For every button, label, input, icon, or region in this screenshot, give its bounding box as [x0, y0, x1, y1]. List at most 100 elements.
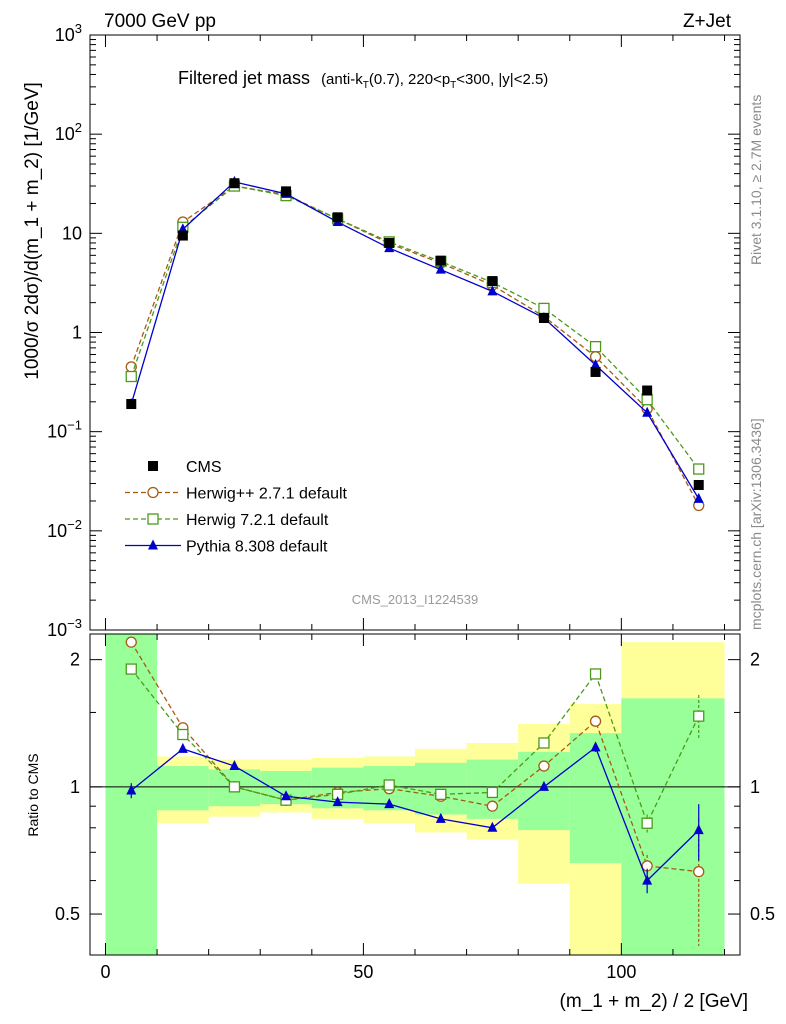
main-series	[125, 175, 705, 512]
main-point	[642, 406, 653, 417]
main-ytick-label: 10−3	[47, 616, 82, 640]
ratio-point	[538, 780, 549, 791]
ratio-point	[177, 742, 188, 753]
main-point	[487, 276, 498, 287]
main-ytick-label: 102	[55, 120, 82, 144]
legend-label: Pythia 8.308 default	[186, 539, 328, 556]
main-ytick-label: 10−2	[47, 517, 82, 541]
ratio-point	[281, 790, 292, 801]
ratio-point	[590, 741, 601, 752]
ratio-line	[130, 641, 699, 873]
ratio-point	[693, 865, 705, 878]
ratio-point	[538, 737, 550, 749]
ratio-stat-band	[621, 698, 725, 955]
ratio-point	[589, 668, 602, 680]
main-line	[130, 181, 700, 500]
ratio-point	[435, 812, 446, 823]
main-point	[693, 492, 704, 503]
xtick-label: 0	[100, 962, 110, 982]
axes: 10−3 10−2 10−1 1 10 102 103 0 50 100 0.5 0.5 1 1 2 2	[47, 21, 775, 982]
ratio-point	[228, 781, 241, 793]
main-point	[384, 237, 395, 248]
plot-title-sub: (anti-kT(0.7), 220<pT<300, |y|<2.5)	[321, 71, 548, 91]
ratio-stat-band	[415, 762, 467, 815]
main-point	[590, 359, 601, 370]
main-point	[435, 263, 446, 274]
legend: CMS Herwig++ 2.7.1 default Herwig 7.2.1 de…	[125, 459, 348, 556]
xtick-label: 100	[606, 962, 636, 982]
mcplots-label: mcplots.cern.ch [arXiv:1306.3436]	[748, 418, 764, 630]
ratio-point	[641, 817, 653, 829]
ratio-point	[332, 796, 343, 807]
plot-title: Filtered jet mass (anti-kT(0.7), 220<pT<…	[178, 68, 548, 91]
legend-marker	[147, 513, 159, 525]
ratio-bands	[90, 634, 740, 955]
main-point	[435, 255, 446, 266]
xlabel: (m_1 + m_2) / 2 [GeV]	[560, 991, 749, 1012]
ratio-point	[486, 786, 499, 799]
energy-label: 7000 GeV pp	[104, 11, 216, 32]
main-point	[487, 285, 498, 296]
ratio-point	[642, 874, 653, 885]
main-point	[693, 479, 704, 490]
ratio-line	[130, 746, 700, 882]
ratio-ytick-label-right: 1	[750, 777, 760, 797]
main-ytick-label: 103	[55, 21, 82, 45]
main-point	[590, 366, 601, 377]
ratio-ytick-label: 0.5	[55, 904, 80, 924]
ratio-point	[693, 824, 704, 835]
ratio-ytick-label-right: 0.5	[750, 904, 775, 924]
main-point	[589, 340, 602, 353]
main-point	[281, 186, 292, 197]
legend-marker	[147, 486, 159, 499]
ratio-point	[538, 760, 550, 772]
xtick-label: 50	[353, 962, 373, 982]
legend-label: Herwig++ 2.7.1 default	[186, 486, 348, 503]
ratio-ytick-label-right: 2	[750, 650, 760, 670]
main-point	[126, 399, 137, 410]
ratio-stat-band	[569, 733, 622, 864]
ratio-point	[125, 663, 137, 675]
plot-title-main: Filtered jet mass	[178, 68, 310, 88]
main-point	[641, 394, 653, 406]
main-point	[538, 313, 549, 324]
main-ytick-label: 1	[72, 323, 82, 343]
legend-marker	[148, 461, 158, 471]
ratio-point	[384, 798, 395, 809]
main-point	[642, 385, 653, 396]
ratio-point	[229, 760, 240, 771]
ratio-ylabel: Ratio to CMS	[25, 753, 41, 836]
main-point	[125, 370, 137, 383]
ratio-ytick-label: 2	[70, 650, 80, 670]
main-point	[177, 230, 188, 241]
ratio-point	[693, 710, 705, 722]
main-point	[332, 212, 343, 223]
main-point	[229, 178, 240, 189]
ratio-point	[125, 636, 137, 648]
main-line	[130, 185, 700, 470]
ratio-point	[126, 784, 137, 795]
legend-label: CMS	[186, 459, 222, 476]
main-ylabel: 1000/σ 2dσ)/d(m_1 + m_2) [1/GeV]	[22, 82, 43, 380]
main-ytick-label: 10−1	[47, 418, 82, 442]
ratio-ytick-label: 1	[70, 777, 80, 797]
process-label: Z+Jet	[683, 11, 732, 32]
main-point	[538, 302, 550, 315]
ratio-stat-band	[157, 766, 209, 811]
ratio-point	[435, 788, 447, 800]
ratio-point	[177, 728, 189, 741]
main-point	[693, 463, 705, 475]
ratio-point	[383, 779, 395, 791]
main-ytick-label: 10	[62, 223, 82, 243]
rivet-label: Rivet 3.1.10, ≥ 2.7M events	[748, 95, 764, 265]
ratio-point	[486, 800, 499, 812]
analysis-label: CMS_2013_I1224539	[352, 592, 479, 607]
ratio-point	[589, 715, 602, 727]
legend-label: Herwig 7.2.1 default	[186, 512, 329, 529]
ratio-line	[130, 668, 700, 825]
ratio-panel-content	[125, 636, 705, 947]
main-line	[130, 185, 700, 506]
ratio-point	[487, 821, 498, 832]
legend-marker	[148, 539, 158, 550]
